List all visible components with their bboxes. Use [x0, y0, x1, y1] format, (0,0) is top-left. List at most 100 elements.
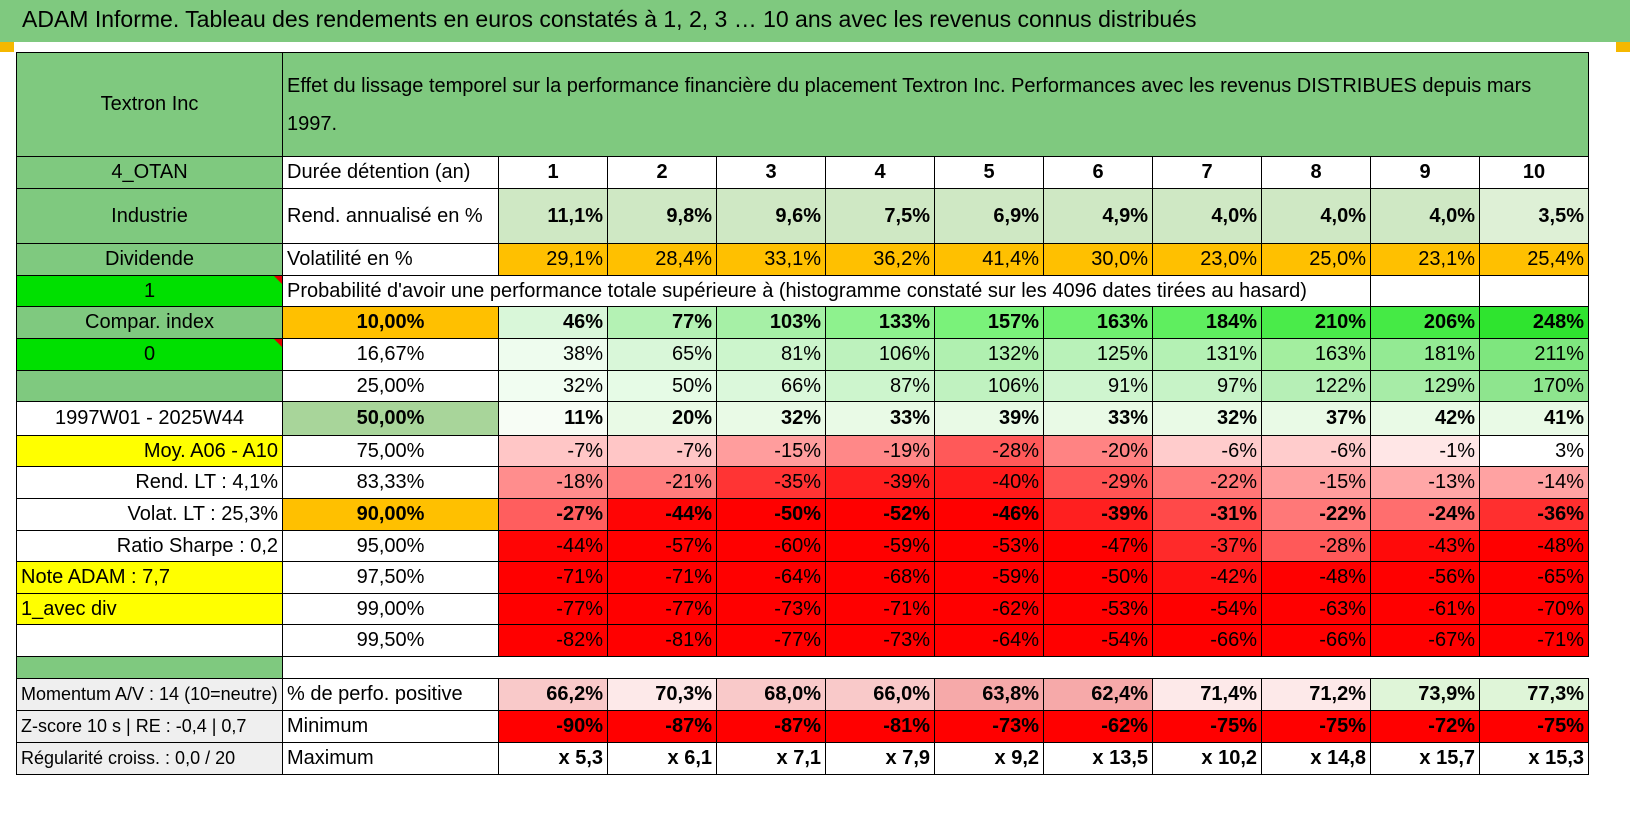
probability-threshold: 99,00%: [282, 593, 499, 625]
side-sector: Industrie: [16, 188, 283, 244]
probability-value: -70%: [1479, 593, 1589, 625]
probability-value: -52%: [825, 498, 935, 531]
return-value: 4,9%: [1043, 188, 1153, 244]
return-value: 9,8%: [607, 188, 717, 244]
side-volat-lt: Volat. LT : 25,3%: [16, 498, 283, 531]
side-blank: [16, 624, 283, 657]
probability-row: Note ADAM : 7,7 97,50% -71% -71% -64% -68% -59…: [16, 561, 1589, 594]
summary-value: 71,2%: [1261, 678, 1371, 711]
probability-value: 131%: [1152, 338, 1262, 371]
title-row: Textron Inc Effet du lissage temporel sur…: [16, 52, 1589, 157]
volatility-value: 29,1%: [498, 243, 608, 276]
probability-value: 81%: [716, 338, 826, 371]
probability-row: Compar. index 10,00% 46% 77% 103% 133% 157% 163…: [16, 306, 1589, 339]
probability-value: -39%: [1043, 498, 1153, 531]
volatility-value: 30,0%: [1043, 243, 1153, 276]
probability-value: 33%: [1043, 401, 1153, 436]
probability-value: 106%: [825, 338, 935, 371]
side-note: Note ADAM : 7,7: [16, 561, 283, 594]
probability-value: 42%: [1370, 401, 1480, 436]
summary-value: -81%: [825, 710, 935, 743]
probability-value: -14%: [1479, 466, 1589, 499]
return-value: 4,0%: [1261, 188, 1371, 244]
volatility-value: 25,0%: [1261, 243, 1371, 276]
summary-value: x 9,2: [934, 742, 1044, 775]
summary-value: x 6,1: [607, 742, 717, 775]
probability-value: -68%: [825, 561, 935, 594]
probability-value: 206%: [1370, 306, 1480, 339]
probability-value: -73%: [825, 624, 935, 657]
probability-threshold: 10,00%: [282, 306, 499, 339]
probability-value: -39%: [825, 466, 935, 499]
probability-value: -1%: [1370, 435, 1480, 467]
probability-threshold: 16,67%: [282, 338, 499, 371]
fund-name: Textron Inc: [16, 52, 283, 157]
summary-value: 68,0%: [716, 678, 826, 711]
volatility-value: 36,2%: [825, 243, 935, 276]
probability-value: 32%: [1152, 401, 1262, 436]
fund-description: Effet du lissage temporel sur la perform…: [282, 52, 1589, 157]
summary-value: x 15,3: [1479, 742, 1589, 775]
duration-value: 6: [1043, 156, 1153, 189]
probability-value: -42%: [1152, 561, 1262, 594]
return-row: Industrie Rend. annualisé en % 11,1% 9,8% 9,…: [16, 188, 1589, 244]
return-value: 4,0%: [1152, 188, 1262, 244]
probability-value: -77%: [498, 593, 608, 625]
probability-value: -56%: [1370, 561, 1480, 594]
probability-row: Volat. LT : 25,3% 90,00% -27% -44% -50% -52% -…: [16, 498, 1589, 531]
side-div: 1_avec div: [16, 593, 283, 625]
probability-value: 3%: [1479, 435, 1589, 467]
probability-value: -71%: [607, 561, 717, 594]
probability-value: -71%: [825, 593, 935, 625]
probability-value: -15%: [716, 435, 826, 467]
probability-value: -40%: [934, 466, 1044, 499]
probability-value: 103%: [716, 306, 826, 339]
returns-table: Textron Inc Effet du lissage temporel sur…: [16, 52, 1589, 775]
summary-value: -75%: [1261, 710, 1371, 743]
probability-value: -53%: [934, 530, 1044, 562]
summary-value: -72%: [1370, 710, 1480, 743]
duration-value: 1: [498, 156, 608, 189]
probability-value: 32%: [716, 401, 826, 436]
probability-value: 170%: [1479, 370, 1589, 402]
probability-value: -57%: [607, 530, 717, 562]
return-label: Rend. annualisé en %: [282, 188, 499, 244]
probability-value: -48%: [1261, 561, 1371, 594]
corner-marker-left: [0, 42, 14, 52]
probability-value: 106%: [934, 370, 1044, 402]
probability-value: 210%: [1261, 306, 1371, 339]
probability-value: -64%: [716, 561, 826, 594]
summary-label: % de perfo. positive: [282, 678, 499, 711]
probability-value: 163%: [1261, 338, 1371, 371]
summary-value: x 13,5: [1043, 742, 1153, 775]
probability-value: -46%: [934, 498, 1044, 531]
summary-label: Minimum: [282, 710, 499, 743]
volatility-value: 23,1%: [1370, 243, 1480, 276]
summary-value: 71,4%: [1152, 678, 1262, 711]
probability-value: 248%: [1479, 306, 1589, 339]
summary-value: -73%: [934, 710, 1044, 743]
summary-value: 66,0%: [825, 678, 935, 711]
probability-value: 132%: [934, 338, 1044, 371]
probability-value: 133%: [825, 306, 935, 339]
probability-row: 1997W01 - 2025W44 50,00% 11% 20% 32% 33% 39% 33…: [16, 401, 1589, 436]
probability-value: -22%: [1261, 498, 1371, 531]
return-value: 6,9%: [934, 188, 1044, 244]
duration-value: 9: [1370, 156, 1480, 189]
probability-value: -7%: [498, 435, 608, 467]
summary-value: x 7,9: [825, 742, 935, 775]
side-rend-lt: Rend. LT : 4,1%: [16, 466, 283, 499]
probability-value: -63%: [1261, 593, 1371, 625]
probability-value: 46%: [498, 306, 608, 339]
probability-threshold: 83,33%: [282, 466, 499, 499]
duration-value: 8: [1261, 156, 1371, 189]
probability-row: 1_avec div 99,00% -77% -77% -73% -71% -62% -53%…: [16, 593, 1589, 625]
summary-value: -62%: [1043, 710, 1153, 743]
spacer-row: [16, 656, 1589, 679]
summary-value: x 15,7: [1370, 742, 1480, 775]
empty-cell: [1370, 275, 1480, 307]
corner-marker-right: [1616, 42, 1630, 52]
volatility-value: 25,4%: [1479, 243, 1589, 276]
probability-value: -62%: [934, 593, 1044, 625]
probability-value: -28%: [934, 435, 1044, 467]
